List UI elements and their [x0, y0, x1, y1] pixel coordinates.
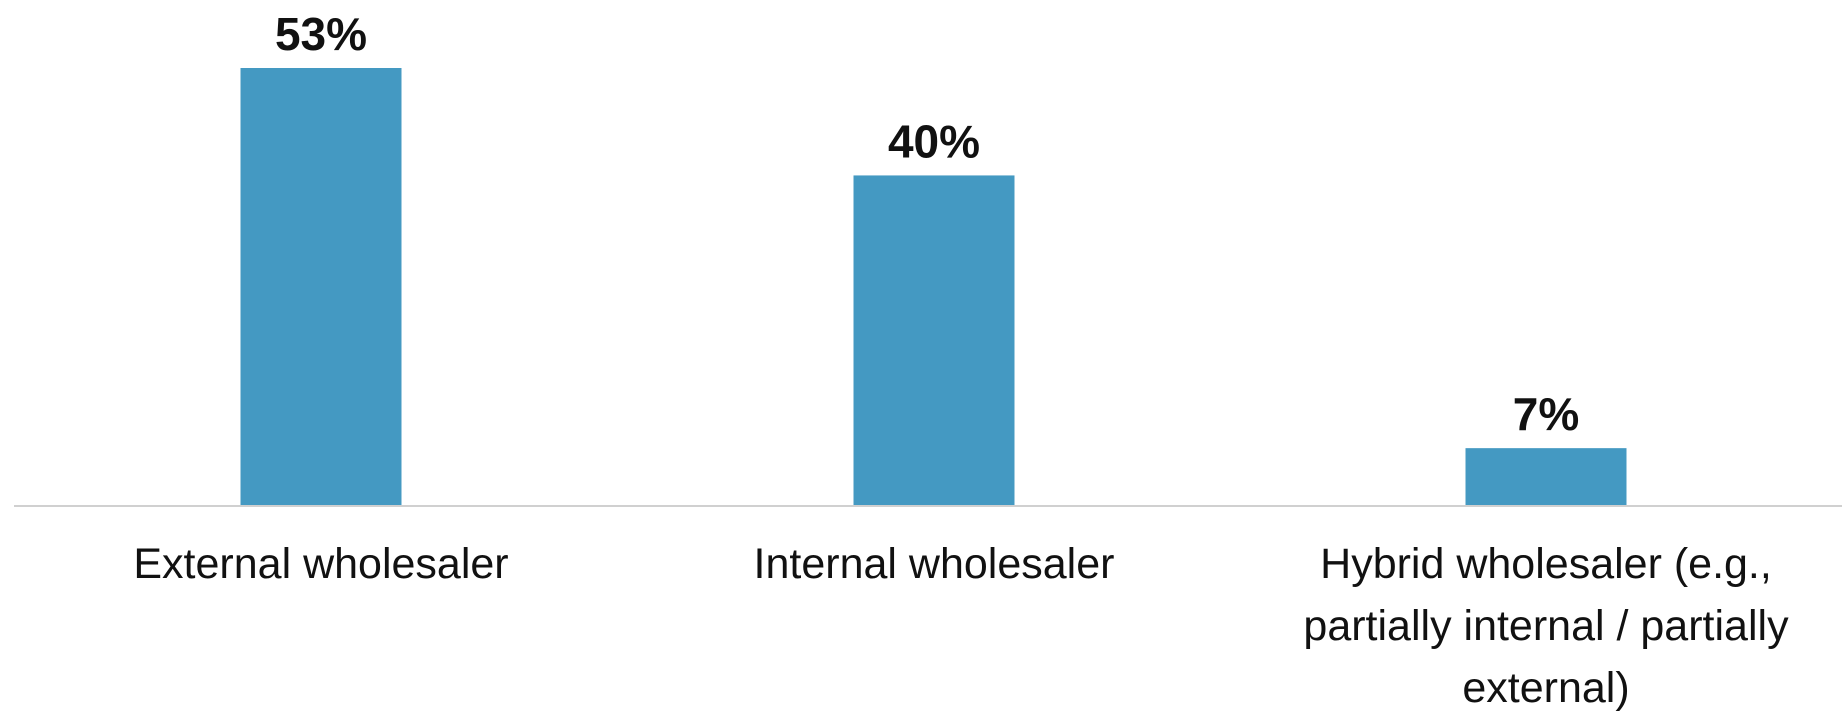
- bar-2: [853, 175, 1015, 506]
- value-label-3: 7%: [1513, 388, 1579, 440]
- bars-group: [240, 68, 1627, 506]
- bar-1: [240, 68, 402, 506]
- category-label-3-line-3: external): [1462, 664, 1629, 712]
- category-label-2-line-1: Internal wholesaler: [754, 540, 1115, 588]
- value-labels-group: 53% 40% 7%: [275, 8, 1579, 440]
- value-label-2: 40%: [888, 115, 980, 167]
- category-label-1-line-1: External wholesaler: [133, 540, 508, 588]
- category-label-3-line-1: Hybrid wholesaler (e.g.,: [1320, 540, 1772, 588]
- value-label-1: 53%: [275, 8, 367, 60]
- bar-3: [1465, 448, 1627, 506]
- category-label-3-line-2: partially internal / partially: [1303, 602, 1789, 650]
- category-labels-group: External wholesaler Internal wholesaler Hy…: [133, 540, 1789, 712]
